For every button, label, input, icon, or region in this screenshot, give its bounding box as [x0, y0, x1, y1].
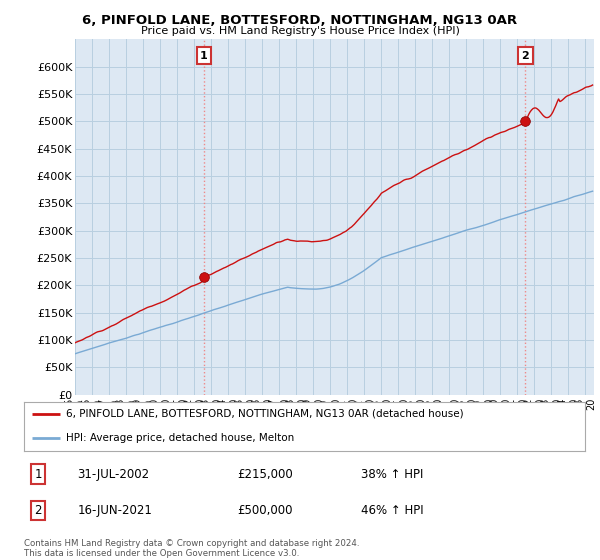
Text: 46% ↑ HPI: 46% ↑ HPI [361, 504, 423, 517]
Text: 31-JUL-2002: 31-JUL-2002 [77, 468, 149, 480]
Text: 1: 1 [200, 50, 208, 60]
Text: 6, PINFOLD LANE, BOTTESFORD, NOTTINGHAM, NG13 0AR: 6, PINFOLD LANE, BOTTESFORD, NOTTINGHAM,… [82, 14, 518, 27]
Text: 16-JUN-2021: 16-JUN-2021 [77, 504, 152, 517]
Text: Price paid vs. HM Land Registry's House Price Index (HPI): Price paid vs. HM Land Registry's House … [140, 26, 460, 36]
Text: Contains HM Land Registry data © Crown copyright and database right 2024.
This d: Contains HM Land Registry data © Crown c… [24, 539, 359, 558]
Text: £500,000: £500,000 [237, 504, 293, 517]
Text: 6, PINFOLD LANE, BOTTESFORD, NOTTINGHAM, NG13 0AR (detached house): 6, PINFOLD LANE, BOTTESFORD, NOTTINGHAM,… [66, 409, 464, 419]
Text: 2: 2 [34, 504, 42, 517]
Text: HPI: Average price, detached house, Melton: HPI: Average price, detached house, Melt… [66, 433, 295, 444]
Text: 1: 1 [34, 468, 42, 480]
Text: 38% ↑ HPI: 38% ↑ HPI [361, 468, 423, 480]
Text: 2: 2 [521, 50, 529, 60]
Text: £215,000: £215,000 [237, 468, 293, 480]
